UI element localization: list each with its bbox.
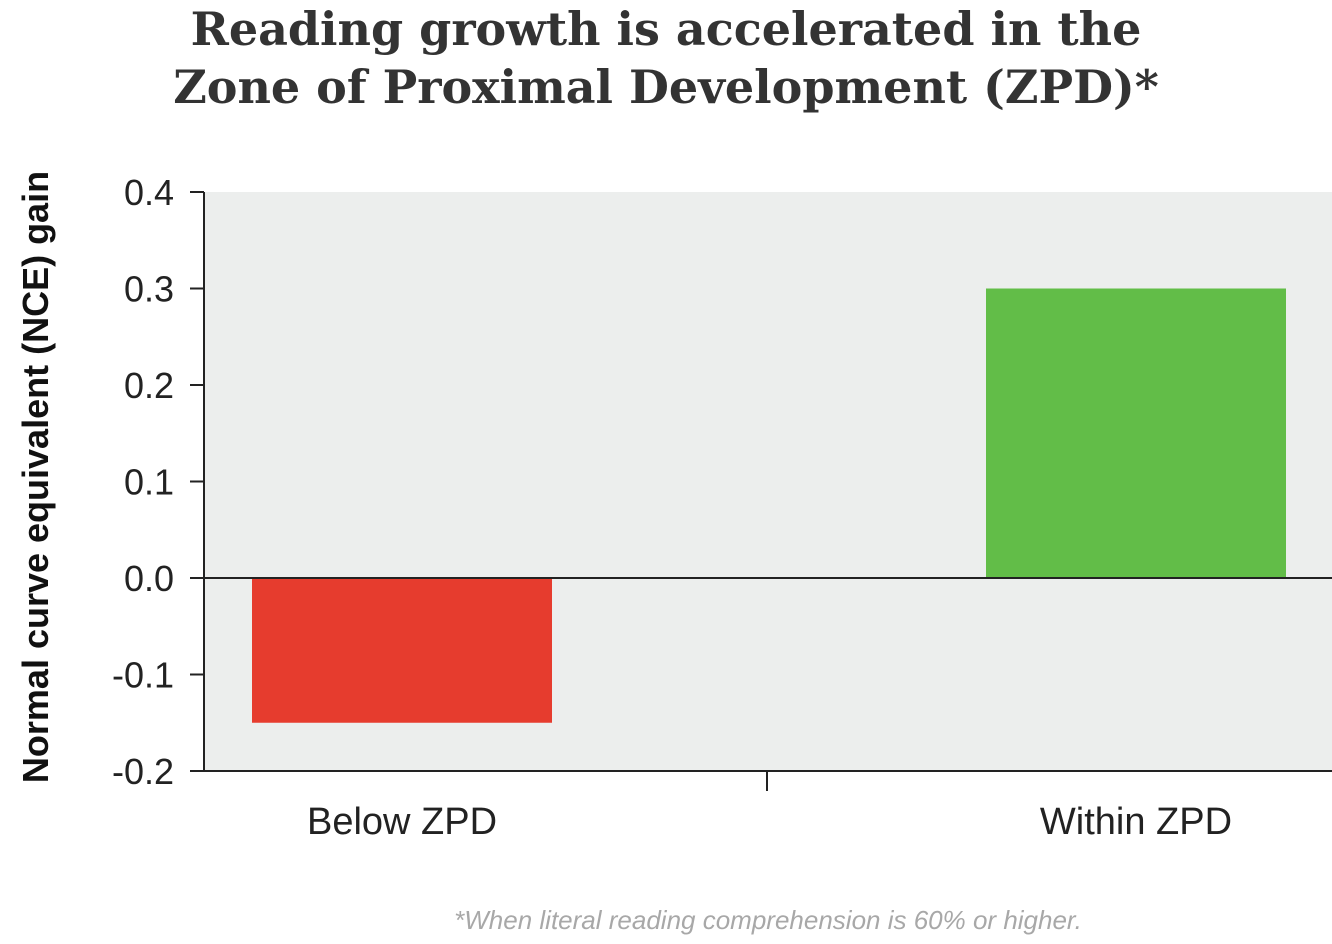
y-tick-label: -0.2 <box>112 751 174 792</box>
y-tick-label: 0.0 <box>124 558 174 599</box>
x-tick-label: Within ZPD <box>1040 801 1232 843</box>
y-tick-label: -0.1 <box>112 655 174 696</box>
bar-within-zpd <box>986 288 1286 578</box>
footnote: *When literal reading comprehension is 6… <box>454 905 1082 935</box>
y-tick-label: 0.1 <box>124 462 174 503</box>
y-tick-label: 0.4 <box>124 172 174 213</box>
bar-below-zpd <box>252 578 552 723</box>
y-tick-label: 0.2 <box>124 365 174 406</box>
chart-title: Reading growth is accelerated in the Zon… <box>0 0 1332 116</box>
y-tick-label: 0.3 <box>124 269 174 310</box>
chart-title-line-2: Zone of Proximal Development (ZPD)* <box>173 60 1159 114</box>
x-tick-label: Below ZPD <box>307 801 497 843</box>
chart-title-line-1: Reading growth is accelerated in the <box>190 2 1142 56</box>
